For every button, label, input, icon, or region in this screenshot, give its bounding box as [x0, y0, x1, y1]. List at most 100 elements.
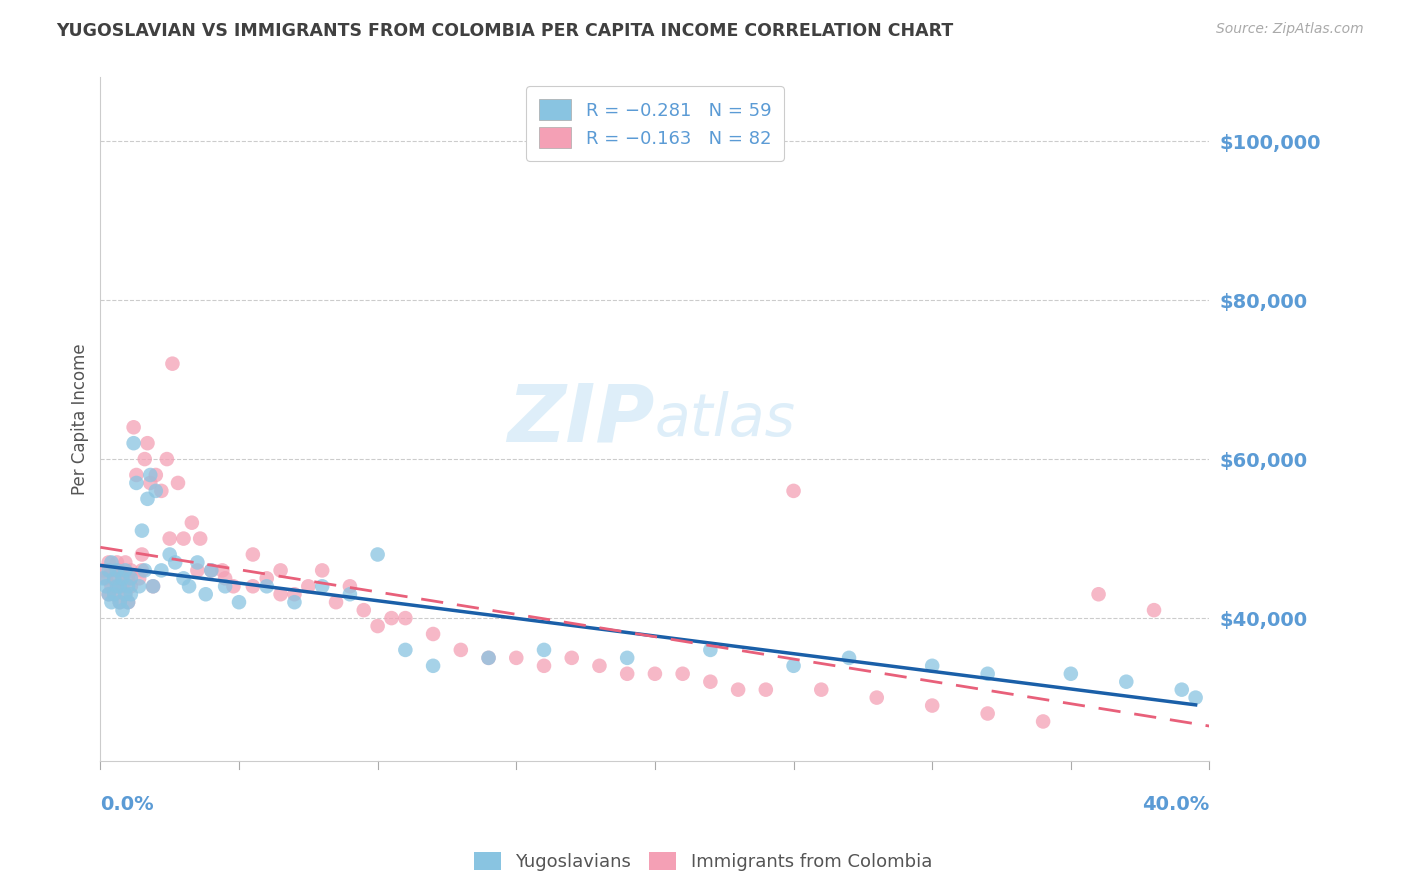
Point — [128, 571, 150, 585]
Legend: R = −0.281   N = 59, R = −0.163   N = 82: R = −0.281 N = 59, R = −0.163 N = 82 — [526, 87, 783, 161]
Point — [105, 579, 128, 593]
Point — [97, 587, 120, 601]
Point — [165, 556, 187, 570]
Point — [921, 698, 943, 713]
Point — [136, 491, 159, 506]
Point — [297, 579, 319, 593]
Point — [755, 682, 778, 697]
Point — [976, 666, 998, 681]
Point — [367, 619, 389, 633]
Text: 40.0%: 40.0% — [1142, 796, 1209, 814]
Point — [533, 643, 555, 657]
Point — [91, 563, 114, 577]
Point — [616, 651, 638, 665]
Point — [117, 595, 139, 609]
Point — [810, 682, 832, 697]
Point — [105, 556, 128, 570]
Point — [91, 571, 114, 585]
Point — [214, 579, 236, 593]
Point — [644, 666, 666, 681]
Point — [339, 587, 361, 601]
Point — [114, 587, 136, 601]
Point — [114, 563, 136, 577]
Point — [100, 579, 122, 593]
Point — [672, 666, 695, 681]
Point — [122, 420, 145, 434]
Point — [145, 467, 167, 482]
Point — [111, 579, 134, 593]
Point — [727, 682, 749, 697]
Point — [134, 452, 156, 467]
Point — [450, 643, 472, 657]
Point — [100, 556, 122, 570]
Point — [533, 658, 555, 673]
Point — [1184, 690, 1206, 705]
Point — [94, 571, 117, 585]
Point — [270, 563, 292, 577]
Point — [100, 563, 122, 577]
Point — [131, 524, 153, 538]
Point — [283, 587, 305, 601]
Point — [125, 475, 148, 490]
Point — [976, 706, 998, 721]
Point — [921, 658, 943, 673]
Point — [97, 563, 120, 577]
Point — [131, 548, 153, 562]
Point — [186, 556, 208, 570]
Point — [142, 579, 165, 593]
Point — [311, 563, 333, 577]
Text: 0.0%: 0.0% — [100, 796, 155, 814]
Point — [114, 556, 136, 570]
Point — [353, 603, 375, 617]
Point — [117, 579, 139, 593]
Legend: Yugoslavians, Immigrants from Colombia: Yugoslavians, Immigrants from Colombia — [467, 845, 939, 879]
Point — [125, 467, 148, 482]
Point — [105, 579, 128, 593]
Point — [120, 563, 142, 577]
Point — [228, 595, 250, 609]
Point — [180, 516, 202, 530]
Point — [156, 452, 179, 467]
Point — [103, 587, 125, 601]
Point — [100, 595, 122, 609]
Point — [173, 571, 195, 585]
Point — [1032, 714, 1054, 729]
Point — [394, 611, 416, 625]
Point — [120, 571, 142, 585]
Point — [186, 563, 208, 577]
Point — [111, 603, 134, 617]
Point — [214, 571, 236, 585]
Text: ZIP: ZIP — [508, 380, 655, 458]
Point — [394, 643, 416, 657]
Point — [94, 579, 117, 593]
Point — [117, 571, 139, 585]
Point — [131, 563, 153, 577]
Point — [150, 483, 173, 498]
Point — [134, 563, 156, 577]
Point — [380, 611, 402, 625]
Point — [128, 579, 150, 593]
Point — [422, 627, 444, 641]
Point — [136, 436, 159, 450]
Point — [114, 587, 136, 601]
Point — [242, 579, 264, 593]
Point — [367, 548, 389, 562]
Point — [159, 548, 181, 562]
Point — [159, 532, 181, 546]
Point — [339, 579, 361, 593]
Point — [122, 436, 145, 450]
Point — [108, 595, 131, 609]
Point — [105, 563, 128, 577]
Point — [103, 587, 125, 601]
Point — [139, 475, 162, 490]
Point — [242, 548, 264, 562]
Point — [97, 587, 120, 601]
Point — [120, 579, 142, 593]
Point — [1060, 666, 1083, 681]
Point — [108, 595, 131, 609]
Point — [188, 532, 211, 546]
Point — [177, 579, 200, 593]
Point — [283, 595, 305, 609]
Point — [103, 571, 125, 585]
Point — [145, 483, 167, 498]
